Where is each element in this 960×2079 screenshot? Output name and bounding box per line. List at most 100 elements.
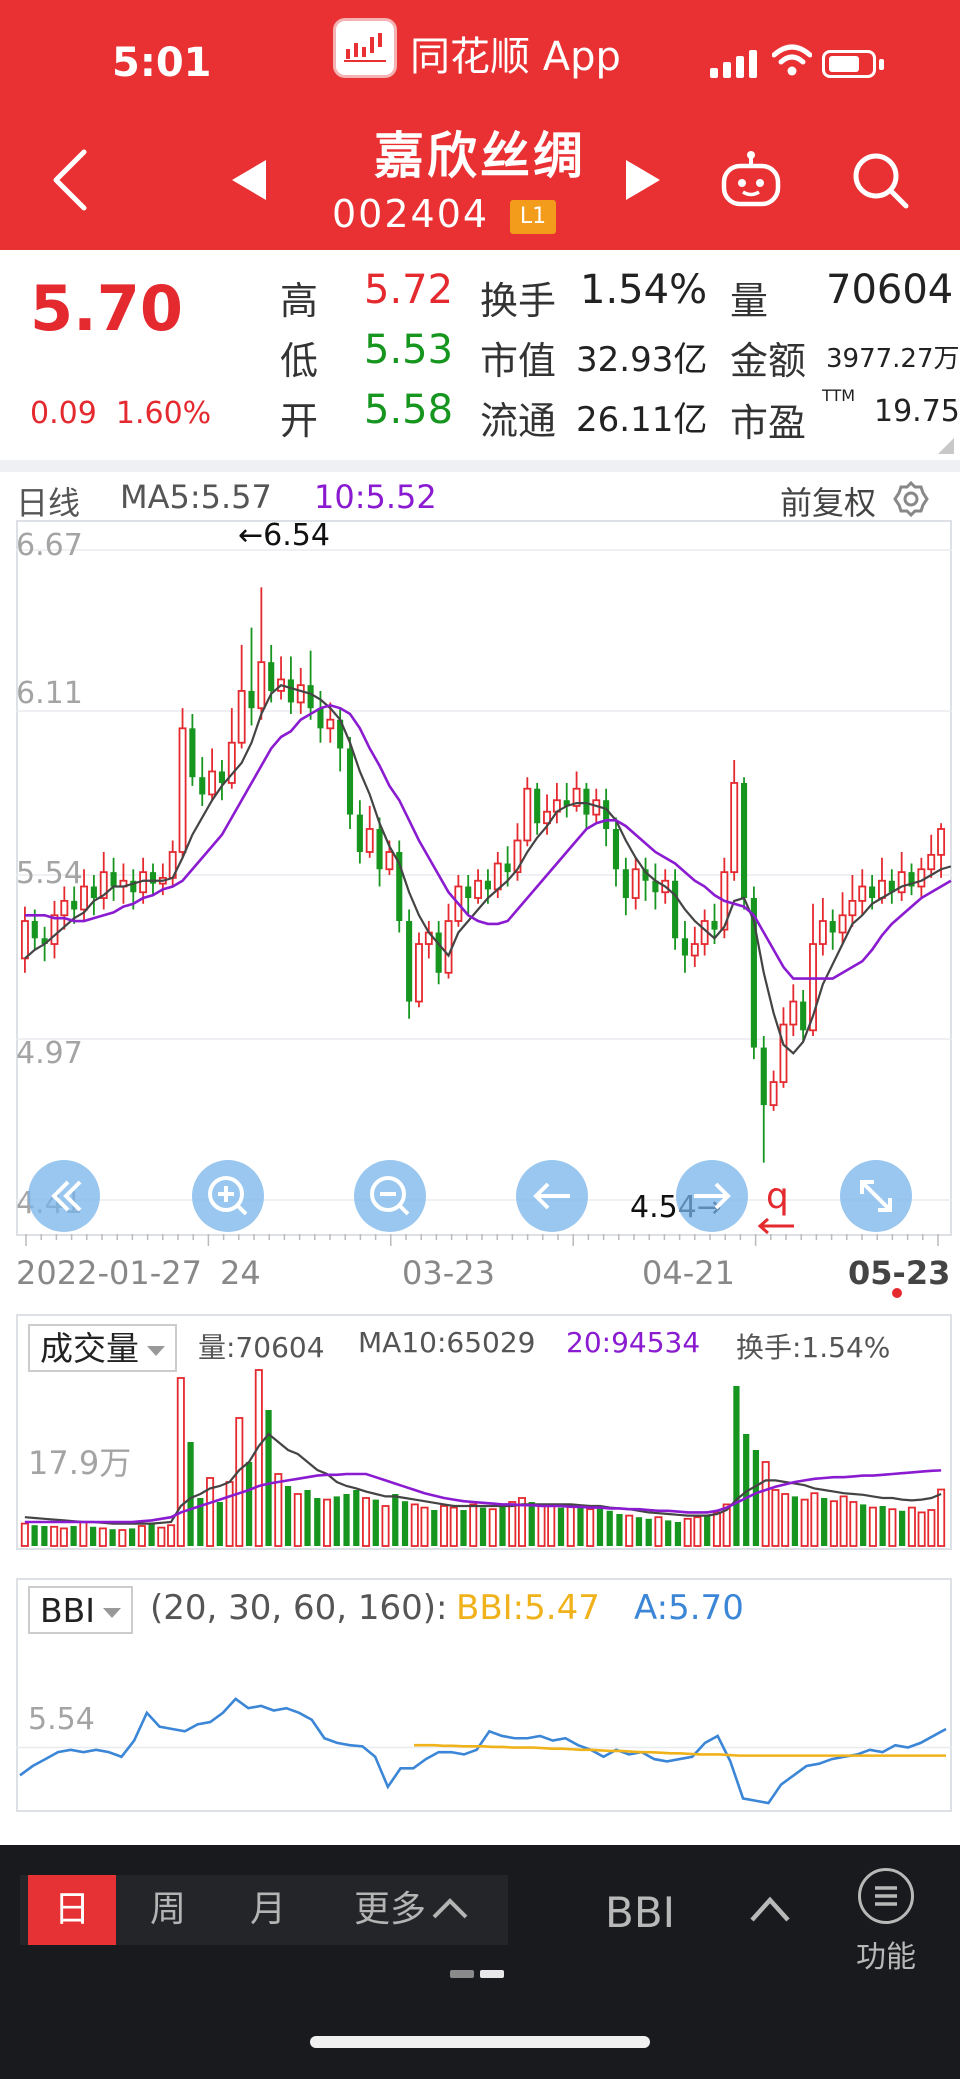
candle-body	[642, 869, 649, 881]
chevron-up-icon[interactable]	[748, 1894, 792, 1924]
volume-bar	[225, 1481, 234, 1547]
candle-body	[337, 719, 344, 749]
gear-icon[interactable]	[892, 480, 930, 518]
tab-day[interactable]: 日	[28, 1875, 116, 1945]
app-logo-icon	[333, 18, 397, 78]
mktcap-label: 市值	[480, 339, 557, 383]
menu-icon[interactable]	[858, 1868, 914, 1924]
volume-bar	[449, 1506, 458, 1547]
q-arrow-icon	[757, 1217, 794, 1235]
candle-body	[287, 679, 294, 703]
tab-more[interactable]: 更多	[354, 1875, 504, 1945]
volume-panel[interactable]	[16, 1314, 952, 1550]
volume-bar	[693, 1516, 702, 1547]
x-date-label: 24	[220, 1254, 261, 1292]
tab-month[interactable]: 月	[249, 1889, 286, 1930]
candle-body	[406, 921, 413, 1002]
candle-body	[937, 828, 946, 856]
vol-y-tick: 17.9万	[28, 1444, 132, 1482]
candle-body	[652, 880, 659, 893]
turnover-label: 换手	[480, 279, 557, 323]
high-label: 高	[280, 279, 319, 323]
zoom-out-button[interactable]	[354, 1160, 426, 1232]
volume-bar	[79, 1521, 88, 1547]
page-indicator	[450, 1970, 504, 1978]
x-date-label: 04-21	[642, 1254, 735, 1292]
x-date-label: 2022-01-27	[16, 1254, 202, 1292]
prev-stock-icon[interactable]	[232, 160, 266, 200]
fullscreen-button[interactable]	[840, 1160, 912, 1232]
bbi-chart[interactable]	[16, 1578, 952, 1812]
tab-week[interactable]: 周	[149, 1889, 186, 1930]
volume-bar	[137, 1525, 146, 1547]
volume-bar	[323, 1498, 332, 1547]
top-header: 5:01 同花顺 App	[0, 0, 960, 250]
kline-period-label[interactable]: 日线	[16, 484, 81, 522]
mktcap-value: 32.93亿	[576, 340, 708, 380]
volume-bar	[362, 1497, 371, 1547]
volume-bar	[888, 1508, 897, 1547]
price-change: 0.09 1.60%	[30, 396, 211, 431]
scroll-right-button[interactable]	[676, 1160, 748, 1232]
volume-bar	[401, 1501, 409, 1546]
ma10-label: 10:5.52	[314, 478, 437, 516]
volume-bar	[353, 1490, 360, 1546]
candle-body	[513, 839, 522, 874]
kline-chart[interactable]	[16, 520, 952, 1236]
volume-bar	[392, 1494, 399, 1546]
function-label[interactable]: 功能	[856, 1940, 916, 1975]
candle-body	[750, 898, 757, 1048]
volume-bar	[596, 1507, 604, 1546]
home-indicator[interactable]	[310, 2036, 650, 2048]
robot-icon[interactable]	[720, 150, 782, 210]
candle-body	[572, 787, 581, 807]
stock-name: 嘉欣丝绸	[374, 127, 586, 185]
volume-bar	[70, 1526, 77, 1546]
volume-bar	[665, 1520, 672, 1546]
next-stock-icon[interactable]	[626, 160, 660, 200]
back-icon[interactable]	[50, 148, 90, 212]
candle-body	[296, 684, 305, 704]
volume-bar	[176, 1377, 185, 1547]
volume-bar	[167, 1524, 176, 1547]
section-divider	[0, 460, 960, 472]
pe-label: 市盈	[730, 401, 807, 445]
bbi-indicator-selector[interactable]: BBI	[28, 1586, 134, 1634]
volume-bar	[89, 1526, 97, 1546]
volume-chart[interactable]	[16, 1314, 952, 1550]
battery-tip	[879, 59, 884, 70]
scroll-left-fast-button[interactable]	[28, 1160, 100, 1232]
adjust-label[interactable]: 前复权	[780, 484, 877, 522]
x-date-label: 03-23	[402, 1254, 495, 1292]
x-date-label: 05-23	[848, 1254, 951, 1292]
float-value: 26.11亿	[576, 400, 708, 440]
volume-value: 70604	[826, 267, 954, 313]
candle-body	[130, 880, 137, 893]
volume-label: 量	[730, 279, 769, 323]
volume-bar	[586, 1508, 595, 1547]
volume-bar	[635, 1517, 643, 1546]
latest-dot	[892, 1288, 902, 1298]
volume-bar	[216, 1502, 223, 1546]
zoom-in-button[interactable]	[192, 1160, 264, 1232]
candle-body	[385, 851, 394, 871]
signal-icon	[710, 48, 757, 78]
volume-bar	[206, 1477, 215, 1547]
volume-bar	[860, 1504, 867, 1546]
indicator-button[interactable]: BBI	[605, 1888, 676, 1937]
scroll-left-button[interactable]	[516, 1160, 588, 1232]
volume-selector-label: 成交量	[40, 1329, 139, 1368]
candle-body	[711, 921, 718, 930]
volume-bar	[810, 1492, 819, 1547]
search-icon[interactable]	[850, 150, 910, 210]
volume-bar	[98, 1527, 107, 1547]
volume-bar	[508, 1501, 517, 1547]
candle-body	[800, 1001, 807, 1031]
volume-bar	[761, 1461, 770, 1547]
candle-body	[622, 869, 629, 899]
expand-corner-icon[interactable]	[938, 438, 954, 454]
bbi-panel[interactable]	[16, 1578, 952, 1812]
volume-indicator-selector[interactable]: 成交量	[28, 1324, 177, 1372]
bbi-params: (20, 30, 60, 160):	[150, 1588, 448, 1628]
kline-chart-frame[interactable]	[16, 520, 952, 1236]
